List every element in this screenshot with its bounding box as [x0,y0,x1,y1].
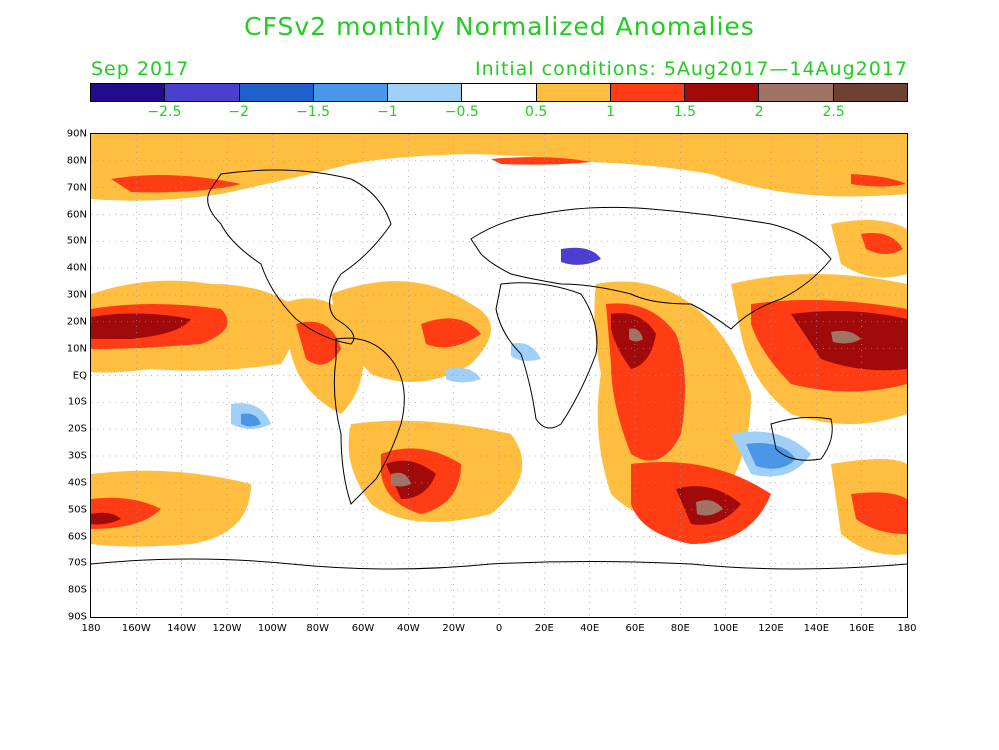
initial-conditions: Initial conditions: 5Aug2017—14Aug2017 [475,58,908,80]
latitude-label: 10N [66,343,87,355]
latitude-label: 60S [67,531,87,542]
latitude-label: 50S [67,504,87,516]
forecast-month: Sep 2017 [91,58,190,80]
latitude-label: 90S [67,611,87,623]
longitude-label: 0 [495,623,503,634]
latitude-label: 30N [66,289,87,301]
chart-title: CFSv2 monthly Normalized Anomalies [244,12,755,41]
latitude-label: 70S [67,557,87,569]
colorbar-label: −0.5 [444,104,479,120]
colorbar-label: 1.5 [673,104,697,120]
longitude-label: 100E [712,623,739,634]
colorbar-swatch [685,84,760,101]
colorbar-label: −1 [377,104,398,120]
latitude-label: 40S [67,477,87,489]
latitude-label: 80S [67,584,87,596]
latitude-label: 30S [67,450,87,462]
latitude-label: 90N [66,128,87,140]
latitude-label: 60N [66,209,87,220]
latitude-label: 10S [67,396,87,408]
latitude-label: 40N [66,262,87,274]
longitude-label: 40W [397,623,420,634]
longitude-label: 20E [534,623,554,634]
longitude-label: 180 [897,623,917,634]
colorbar-label: −2 [228,104,250,120]
longitude-label: 20W [442,623,465,634]
longitude-label: 80W [306,623,329,634]
longitude-label: 60E [625,623,645,634]
colorbar-swatch [610,84,686,101]
colorbar-swatch [462,84,537,101]
longitude-label: 120W [212,623,242,634]
colorbar-label: −1.5 [296,104,331,120]
longitude-label: 60W [351,623,375,634]
coastlines [91,169,907,570]
latitude-label: 20N [66,316,87,328]
longitude-label: 160E [848,623,875,634]
colorbar-swatch [833,84,907,101]
colorbar-swatch [388,84,463,101]
latitude-label: 50N [66,235,87,247]
colorbar-swatch [313,84,389,101]
longitude-label: 80E [670,623,690,634]
colorbar-swatch [91,84,166,101]
colorbar-label: 1 [606,104,615,120]
colorbar-label: 2.5 [822,104,845,120]
colorbar-swatch [165,84,240,101]
longitude-label: 120E [758,623,784,634]
latitude-label: EQ [72,370,87,381]
longitude-label: 100W [257,623,287,634]
colorbar [90,83,908,102]
longitude-label: 160W [121,623,151,634]
latitude-label: 80N [66,155,87,167]
longitude-label: 180 [81,623,101,634]
anomaly-fill [91,134,907,555]
latitude-label: 70N [66,182,87,194]
colorbar-swatch [536,84,611,101]
map-canvas [91,134,907,617]
colorbar-swatch [239,84,314,101]
longitude-label: 140W [167,623,197,634]
longitude-label: 40E [580,623,600,634]
anomaly-map [90,133,908,618]
latitude-label: 20S [67,423,87,435]
colorbar-label: 2 [754,104,764,120]
colorbar-swatch [759,84,834,101]
longitude-label: 140E [803,623,830,634]
colorbar-label: −2.5 [147,104,182,120]
colorbar-label: 0.5 [525,104,548,120]
